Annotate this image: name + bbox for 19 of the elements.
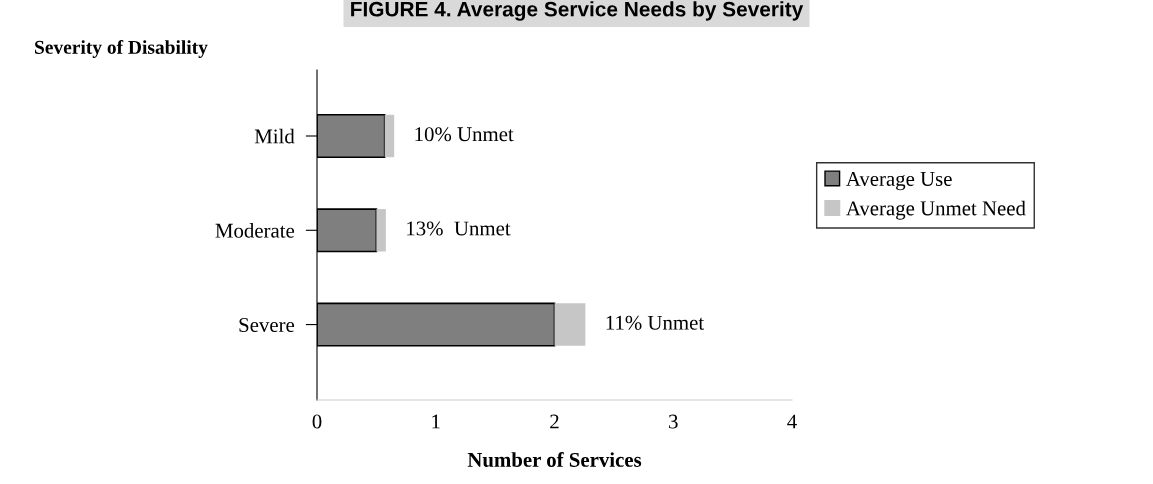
annotation: 11% Unmet xyxy=(606,315,705,330)
legend-label: Average Unmet Need xyxy=(846,200,1026,220)
x-tick-label: 1 xyxy=(432,414,440,429)
annotation: 13% Unmet xyxy=(407,221,511,236)
chart-title: FIGURE 4. Average Service Needs by Severity xyxy=(351,1,804,21)
bar xyxy=(554,303,586,346)
annotation: 10% Unmet xyxy=(415,127,514,142)
legend-label: Average Use xyxy=(846,171,952,191)
x-tick-label: 3 xyxy=(669,414,678,429)
bar xyxy=(384,114,395,158)
y-axis-title: Severity of Disability xyxy=(35,40,208,58)
y-tick-label: Moderate xyxy=(215,223,295,238)
bar xyxy=(376,209,386,252)
x-axis-title: Number of Services xyxy=(467,452,642,467)
x-tick-label: 2 xyxy=(550,414,559,429)
x-tick-label: 4 xyxy=(787,414,797,429)
y-tick-label: Mild xyxy=(254,128,295,144)
y-tick-label: Severe xyxy=(239,318,295,332)
x-tick-label: 0 xyxy=(312,414,322,429)
